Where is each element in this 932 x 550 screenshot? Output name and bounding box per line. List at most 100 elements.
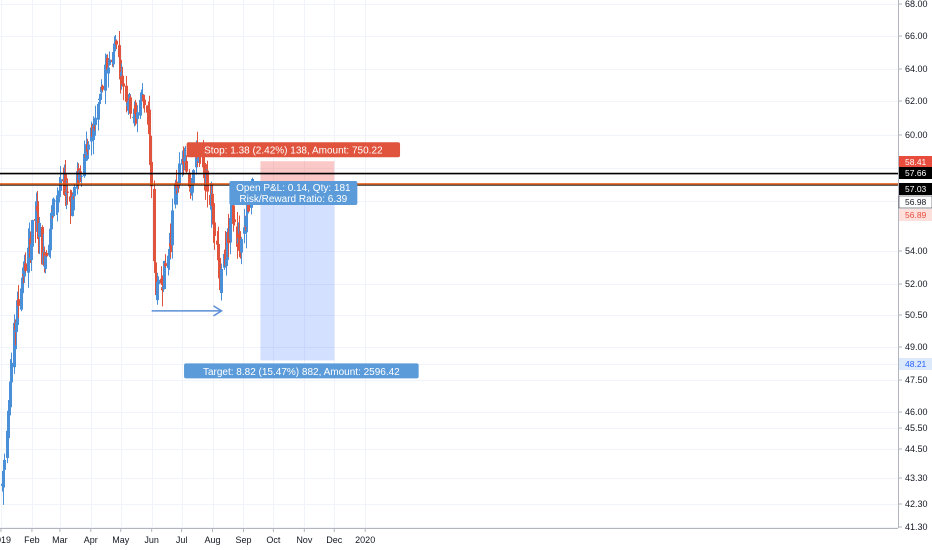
candle-body	[78, 171, 81, 180]
arrow-head[interactable]	[213, 305, 223, 317]
candle-body	[65, 191, 68, 195]
y-tick-label: 50.50	[905, 310, 928, 320]
candle	[36, 191, 39, 218]
y-tick-label: 44.50	[905, 444, 928, 454]
candle	[15, 320, 18, 350]
candle-body	[127, 106, 130, 108]
candle-body	[38, 222, 41, 238]
price-badge-text: 57.03	[905, 184, 927, 194]
horizontal-lines[interactable]	[0, 172, 898, 186]
price-badge-text: 56.98	[905, 197, 927, 207]
price-badge-text: 48.21	[905, 359, 927, 369]
candle-body	[129, 97, 132, 114]
candle-body	[6, 430, 9, 458]
candle-body	[217, 243, 220, 257]
candle-body	[1, 483, 4, 486]
candle-body	[35, 201, 38, 222]
candle-body	[50, 212, 53, 230]
price-badge-text: 58.41	[905, 157, 927, 167]
candle	[218, 256, 221, 281]
candle	[56, 187, 59, 222]
target-zone[interactable]	[260, 184, 335, 361]
candle	[66, 178, 69, 205]
candle-body	[238, 233, 241, 251]
candle-body	[206, 170, 209, 192]
candle	[3, 453, 6, 488]
candle-body	[10, 362, 13, 383]
candle-body	[9, 381, 12, 408]
candle-body	[20, 288, 23, 310]
y-tick-label: 62.00	[905, 96, 928, 106]
candle-body	[211, 193, 214, 207]
price-badge: 57.03	[899, 183, 932, 195]
candle-body	[220, 268, 223, 293]
time-axis[interactable]: 2019 Feb Mar Apr May Jun Jul Aug Sep Oct Nov Dec 202…	[0, 528, 375, 545]
x-tick-label: Jul	[176, 535, 188, 545]
y-tick-label: 66.00	[905, 31, 928, 41]
candle	[141, 83, 144, 97]
candle-body	[153, 189, 156, 262]
candle	[24, 252, 27, 273]
candle	[153, 180, 156, 270]
candle	[92, 116, 95, 155]
candle-body	[160, 278, 163, 284]
candle-body	[171, 210, 174, 246]
annotation-arrow[interactable]	[151, 305, 223, 317]
candle-body	[126, 102, 129, 106]
candle-body	[125, 85, 128, 102]
candle-body	[245, 216, 248, 227]
candle	[160, 266, 163, 286]
candle	[101, 84, 104, 92]
candle-body	[27, 247, 30, 273]
candle-body	[122, 83, 125, 87]
candle-body	[236, 226, 239, 247]
candle	[233, 212, 236, 226]
candle	[17, 285, 20, 319]
y-tick-label: 49.00	[905, 342, 928, 352]
candle	[73, 183, 76, 211]
candle-body	[178, 163, 181, 186]
candle-body	[87, 144, 90, 150]
candle	[171, 198, 174, 259]
candle-body	[24, 263, 27, 271]
candle	[148, 95, 151, 138]
candle-body	[7, 410, 10, 430]
candle-body	[83, 153, 86, 177]
candle-body	[48, 244, 51, 256]
candle-body	[98, 98, 101, 101]
target-label-bg	[184, 363, 419, 379]
candle	[236, 212, 239, 259]
candle	[38, 217, 41, 255]
candle-body	[108, 59, 111, 65]
stop-zone[interactable]	[260, 161, 335, 185]
candle	[31, 219, 34, 254]
y-tick-label: 47.50	[905, 375, 928, 385]
candle-body	[16, 300, 19, 325]
candle	[157, 276, 160, 298]
candle-body	[106, 57, 109, 70]
candle-body	[146, 105, 149, 113]
candle	[178, 152, 181, 189]
target-label-text: Target: 8.82 (15.47%) 882, Amount: 2596.…	[203, 367, 400, 378]
x-tick-label: Mar	[52, 535, 68, 545]
candle-body	[44, 255, 47, 269]
candle-body	[227, 231, 230, 244]
candle-body	[188, 172, 191, 187]
x-tick-label: Apr	[84, 535, 98, 545]
candle-body	[183, 157, 186, 162]
candle	[156, 272, 159, 305]
candle	[143, 99, 146, 113]
price-badge-bg	[899, 167, 932, 179]
price-badge: 56.98	[898, 195, 932, 209]
candle-body	[36, 206, 39, 212]
candle-body	[13, 322, 16, 368]
candle	[97, 101, 100, 131]
candle-body	[226, 231, 229, 260]
candle-body	[233, 219, 236, 222]
candle-body	[101, 85, 104, 90]
y-tick-label: 41.30	[905, 522, 928, 532]
candle	[21, 267, 24, 306]
